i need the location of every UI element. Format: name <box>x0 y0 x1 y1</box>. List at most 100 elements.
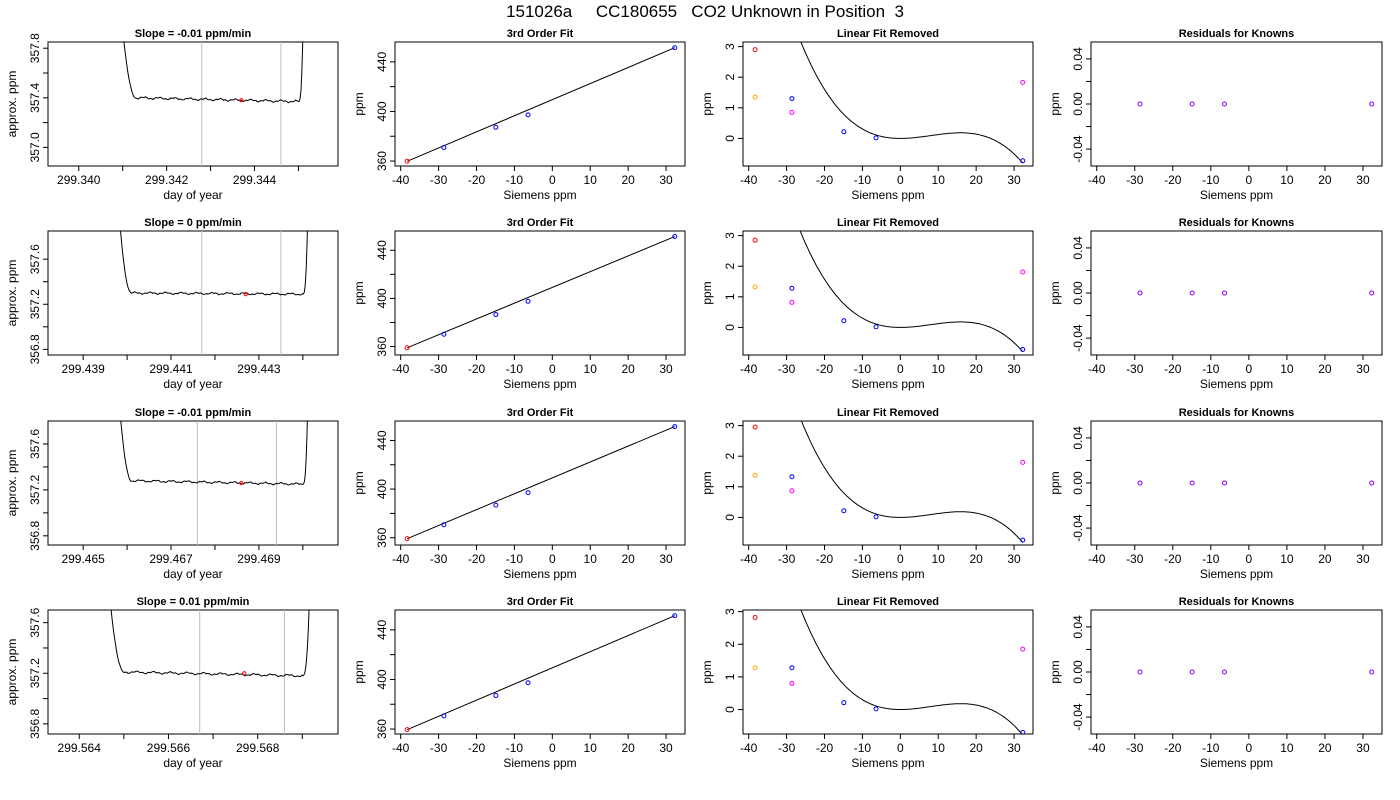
r3c4-data-point <box>1137 480 1143 486</box>
r2c4-data-point <box>1137 290 1143 296</box>
r3c3-x-tick-label: -20 <box>816 552 834 566</box>
r1c3-data-point <box>752 47 758 53</box>
r3c3-x-tick-label: 20 <box>969 552 983 566</box>
r4c3-panel-title: Linear Fit Removed <box>837 596 939 608</box>
panel-r4c1: Slope = 0.01 ppm/min 299.564 299.566 299.56… <box>5 596 339 770</box>
r4c3-data-point <box>789 665 795 671</box>
r1c3-y-tick-label: 0 <box>723 135 737 142</box>
r2c3-y-tick-label: 0 <box>723 324 737 331</box>
r2c4-panel-title: Residuals for Knowns <box>1179 217 1295 229</box>
r3c2-x-tick-label: -30 <box>430 552 448 566</box>
r4c1-y-axis-label: approx. ppm <box>5 639 19 706</box>
r3c4-x-tick-label: -40 <box>1088 552 1106 566</box>
r4c3-x-tick-label: -20 <box>816 741 834 755</box>
r2c2-fit-line <box>406 236 675 349</box>
r1c4-data-point <box>1189 101 1195 107</box>
r4c1-panel-title: Slope = 0.01 ppm/min <box>137 596 250 608</box>
r2c3-x-tick-label: -40 <box>740 362 758 376</box>
r3c2-x-tick-label: -20 <box>468 552 486 566</box>
r4c1-x-axis-label: day of year <box>163 756 222 770</box>
r3c1-y-tick-label: 357.2 <box>28 475 42 505</box>
r3c3-y-tick-label: 2 <box>723 453 737 460</box>
r1c4-data-point <box>1369 101 1375 107</box>
r1c2-x-tick-label: -10 <box>506 173 524 187</box>
r1c2-fit-line <box>406 47 675 162</box>
r3c1-x-axis-label: day of year <box>163 567 222 581</box>
r1c3-x-tick-label: -10 <box>854 173 872 187</box>
panel-r1c2: 3rd Order Fit -40 -30 -20 -10 0 10 20 30 360 400 44… <box>352 28 686 202</box>
r1c2-y-tick-label: 400 <box>375 101 389 121</box>
r2c1-y-axis-label: approx. ppm <box>5 260 19 327</box>
r1c1-y-axis-label: approx. ppm <box>5 71 19 138</box>
r1c2-y-axis-label: ppm <box>352 92 366 115</box>
r2c3-x-tick-label: 30 <box>1007 362 1021 376</box>
r2c2-plot-frame <box>394 230 686 356</box>
r2c4-data-point <box>1189 290 1195 296</box>
r1c3-plot-area <box>752 42 1026 164</box>
r1c1-x-axis-label: day of year <box>163 188 222 202</box>
r4c2-data-point <box>525 680 531 686</box>
r4c4-y-tick-label: 0.04 <box>1071 615 1085 639</box>
r2c4-y-axis-label: ppm <box>1048 281 1062 304</box>
r1c4-y-axis-label: ppm <box>1048 92 1062 115</box>
r2c3-data-point <box>789 285 795 291</box>
panel-r2c4: Residuals for Knowns -40 -30 -20 -10 0 10 20 30 -… <box>1048 217 1383 391</box>
r4c3-y-tick-label: 3 <box>723 608 737 615</box>
r4c2-data-point <box>404 727 410 733</box>
r4c2-panel-title: 3rd Order Fit <box>507 596 574 608</box>
r4c4-x-tick-label: 10 <box>1280 741 1294 755</box>
r3c2-fit-line <box>406 426 675 540</box>
r1c1-plot-frame <box>47 41 339 167</box>
r2c2-data-point <box>672 234 678 240</box>
r3c1-concentration-trace <box>120 421 308 486</box>
r2c1-panel-title: Slope = 0 ppm/min <box>144 217 242 229</box>
panel-r3c1: Slope = -0.01 ppm/min 299.465 299.467 299.4… <box>5 407 339 581</box>
r1c3-x-tick-label: -30 <box>778 173 796 187</box>
r3c3-data-point <box>1020 459 1026 465</box>
r1c2-x-tick-label: 20 <box>621 173 635 187</box>
r4c4-x-tick-label: -10 <box>1202 741 1220 755</box>
r2c1-x-tick-label: 299.443 <box>237 362 281 376</box>
r4c4-data-point <box>1222 669 1228 675</box>
panel-r3c2: 3rd Order Fit -40 -30 -20 -10 0 10 20 30 360 400 44… <box>352 407 686 581</box>
r2c3-data-point <box>1020 269 1026 275</box>
r3c3-x-tick-label: 0 <box>897 552 904 566</box>
r2c2-data-point <box>493 312 499 318</box>
r2c2-x-tick-label: 10 <box>584 362 598 376</box>
r1c1-y-tick-label: 357.4 <box>28 82 42 112</box>
r2c2-panel-title: 3rd Order Fit <box>507 217 574 229</box>
r2c4-x-tick-label: 0 <box>1246 362 1253 376</box>
r3c2-y-tick-label: 360 <box>375 527 389 547</box>
r2c3-data-point <box>841 318 847 324</box>
r1c2-x-tick-label: 30 <box>659 173 673 187</box>
r1c3-data-point <box>841 129 847 135</box>
r1c2-x-axis-label: Siemens ppm <box>503 188 576 202</box>
r2c2-x-tick-label: -20 <box>468 362 486 376</box>
r2c3-x-axis-label: Siemens ppm <box>851 377 924 391</box>
r1c3-y-tick-label: 3 <box>723 43 737 50</box>
r1c3-x-tick-label: 0 <box>897 173 904 187</box>
r3c3-cubic-curve <box>800 421 1024 543</box>
r4c4-plot-area <box>1137 669 1375 675</box>
r4c4-plot-frame <box>1090 609 1383 735</box>
r2c4-plot-area <box>1137 290 1375 296</box>
r4c4-data-point <box>1189 669 1195 675</box>
r1c2-plot-frame <box>394 41 686 167</box>
r4c3-y-axis-label: ppm <box>700 660 714 683</box>
r1c3-data-point <box>1020 158 1026 164</box>
r1c3-data-point <box>873 135 879 141</box>
r4c4-y-tick-label: 0.00 <box>1071 660 1085 684</box>
r4c2-x-tick-label: -30 <box>430 741 448 755</box>
r4c3-x-tick-label: 10 <box>932 741 946 755</box>
r4c2-x-tick-label: 30 <box>659 741 673 755</box>
r4c2-x-tick-label: -20 <box>468 741 486 755</box>
r3c2-y-axis-label: ppm <box>352 471 366 494</box>
r2c3-x-tick-label: 0 <box>897 362 904 376</box>
r4c2-y-tick-label: 440 <box>375 620 389 640</box>
r2c3-y-tick-label: 2 <box>723 263 737 270</box>
r4c2-plot-area <box>404 613 678 733</box>
r1c1-x-tick-label: 299.342 <box>145 173 189 187</box>
r1c4-plot-area <box>1137 101 1375 107</box>
r4c3-data-point <box>1020 729 1026 734</box>
